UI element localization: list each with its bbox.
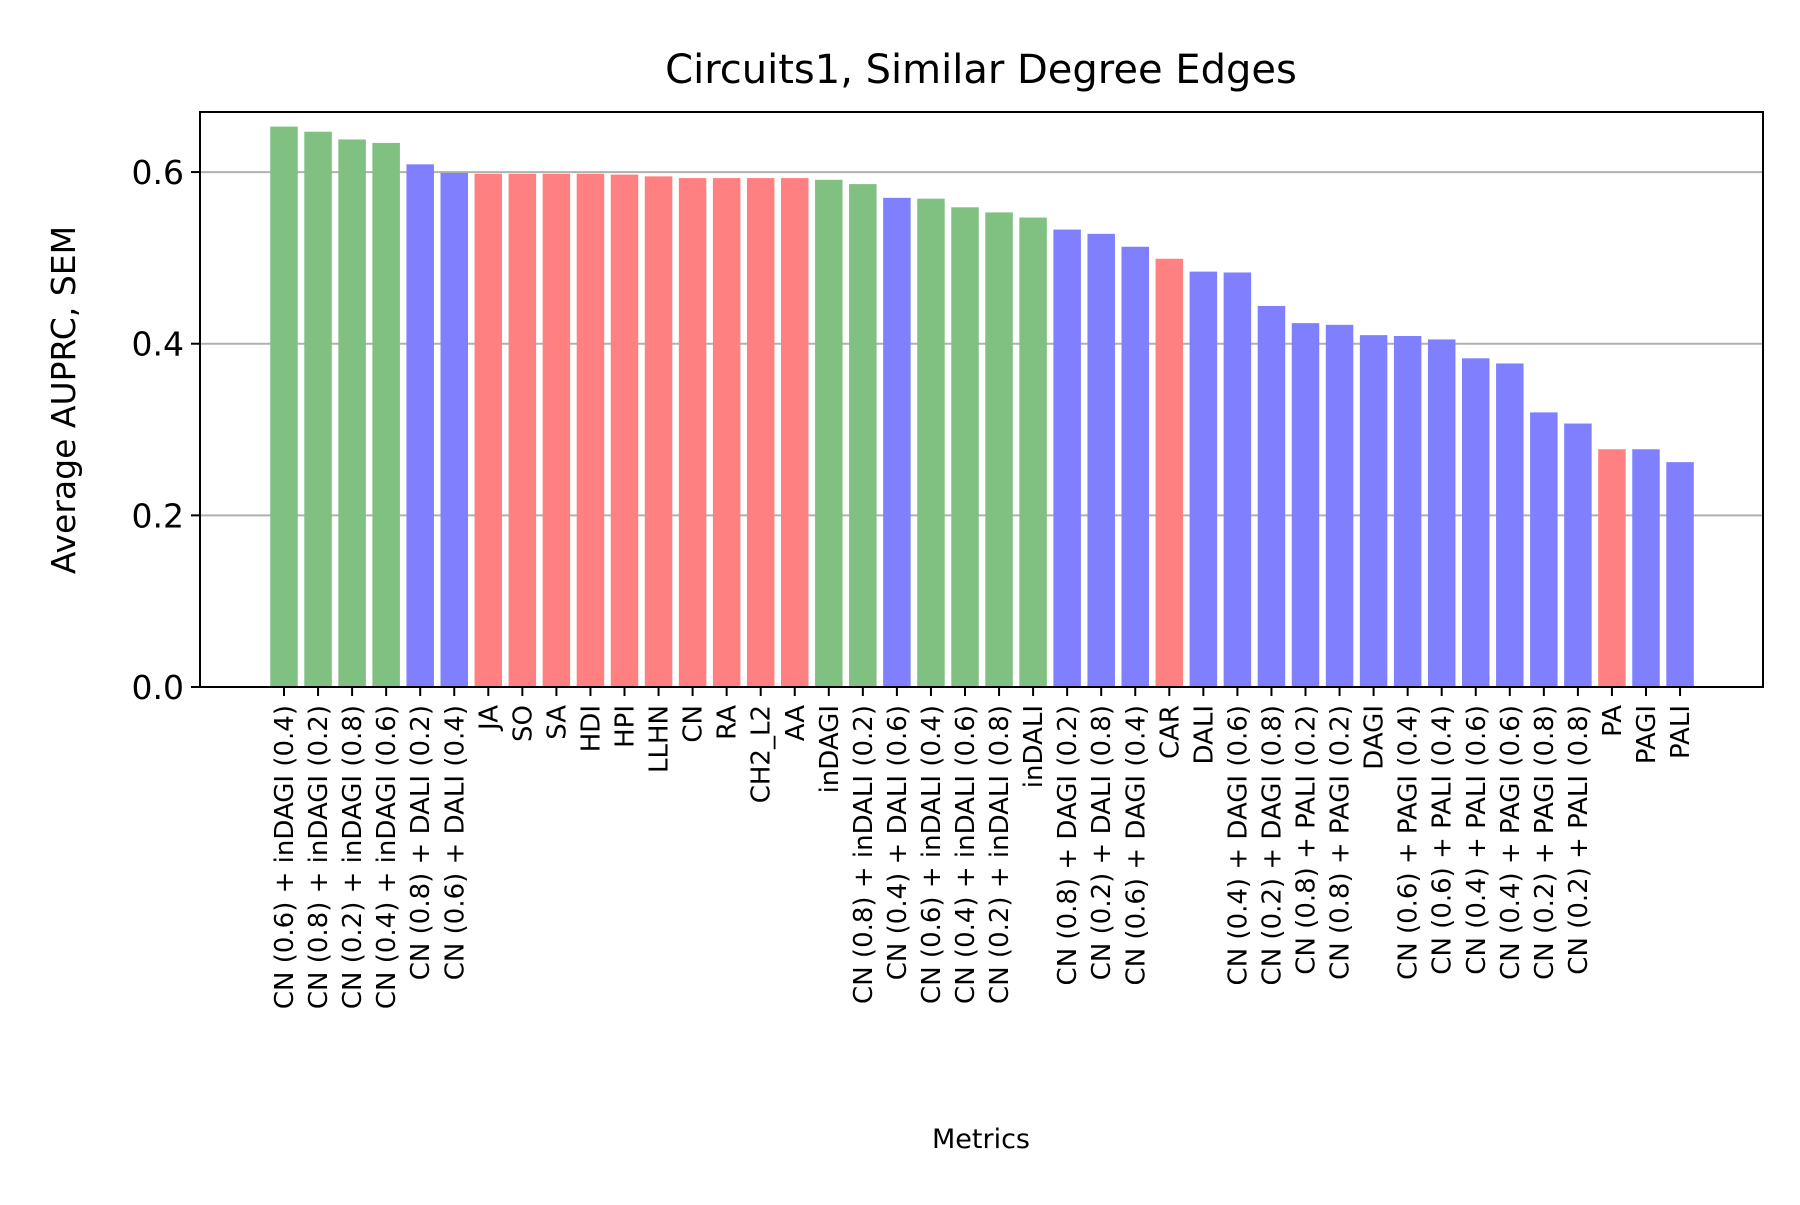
bars (270, 126, 1694, 688)
bar (1155, 258, 1184, 687)
bar (1257, 305, 1286, 687)
x-tick-label: CN (0.2) + inDAGI (0.8) (338, 705, 368, 1009)
x-axis-label: Metrics (932, 1124, 1030, 1155)
x-tick-label: CN (0.4) + inDALI (0.6) (951, 705, 981, 1004)
bar (1564, 423, 1592, 687)
bar (951, 207, 979, 687)
x-tick-label: SO (508, 705, 538, 742)
bar (883, 197, 911, 687)
x-tick-label: CN (0.2) + DAGI (0.8) (1257, 705, 1287, 985)
bar (1087, 233, 1115, 688)
x-tick-label: CN (0.2) + PALI (0.8) (1564, 705, 1594, 975)
y-axis-label: Average AUPRC, SEM (44, 226, 83, 574)
x-tick-label: CN (0.6) + inDAGI (0.4) (270, 705, 300, 1009)
bar (406, 164, 434, 687)
bar (1223, 272, 1252, 687)
x-tick-label: CN (0.4) + DALI (0.6) (883, 705, 913, 980)
x-tick-label: CN (0.6) + DALI (0.4) (440, 705, 470, 980)
x-tick-label: PA (1598, 705, 1628, 737)
x-tick-label: CN (0.8) + PALI (0.2) (1292, 705, 1322, 975)
x-tick-label: inDAGI (815, 705, 845, 793)
x-tick-label: SA (542, 705, 572, 740)
bar (815, 179, 843, 687)
y-tick-label: 0.4 (132, 325, 184, 364)
x-tick-label: CN (0.8) + inDALI (0.2) (849, 705, 879, 1004)
bar (304, 131, 332, 688)
bar (270, 126, 298, 688)
bar (338, 139, 366, 687)
bar (474, 173, 503, 688)
x-tick-label: CN (679, 705, 709, 743)
bar (1632, 449, 1660, 687)
x-tick-label: PAGI (1632, 705, 1662, 764)
x-tick-label: CN (0.4) + PAGI (0.6) (1496, 705, 1526, 980)
x-tick-label: CN (0.6) + PALI (0.4) (1428, 705, 1458, 975)
x-tick-label: CN (0.6) + PAGI (0.4) (1394, 705, 1424, 980)
bar (849, 184, 877, 688)
bar (1666, 462, 1694, 687)
plot-frame (199, 111, 1764, 688)
bar (372, 142, 400, 688)
x-tick-label: DAGI (1360, 705, 1390, 770)
bar (1530, 412, 1558, 687)
x-tick-label: inDALI (1019, 705, 1049, 788)
bar (644, 176, 673, 688)
bar (1019, 217, 1047, 688)
x-tick-label: CN (0.4) + DAGI (0.6) (1223, 705, 1253, 985)
x-tick-label: CN (0.8) + DALI (0.2) (406, 705, 436, 980)
x-tick-label: CN (0.2) + DALI (0.8) (1087, 705, 1117, 980)
x-tick-label: CN (0.6) + DAGI (0.4) (1121, 705, 1151, 985)
x-tick-label: CN (0.4) + inDAGI (0.6) (372, 705, 402, 1009)
bar (1291, 323, 1320, 687)
x-tick-label: CH2_L2 (747, 705, 777, 803)
x-tick-label: HDI (576, 705, 606, 752)
x-tick-label: CN (0.2) + PAGI (0.8) (1530, 705, 1560, 980)
bar (678, 178, 707, 687)
x-tick-label: CAR (1155, 705, 1185, 759)
y-tick-label: 0.0 (132, 668, 184, 707)
bar (746, 178, 775, 687)
bar (1121, 246, 1149, 687)
x-tick-label: HPI (611, 705, 641, 748)
bar (985, 212, 1013, 687)
x-tick-label: CN (0.6) + inDALI (0.4) (917, 705, 947, 1004)
y-tick-label: 0.6 (132, 153, 184, 192)
bar (781, 178, 809, 687)
bar (1359, 335, 1388, 687)
x-tick-label: RA (713, 705, 743, 740)
x-tick-label: CN (0.8) + DAGI (0.2) (1053, 705, 1083, 985)
bar (576, 173, 605, 688)
bar (542, 173, 571, 688)
x-tick-label: JA (474, 705, 504, 732)
bar (712, 178, 741, 687)
x-tick-label: CN (0.8) + inDAGI (0.2) (304, 705, 334, 1009)
x-tick-label: CN (0.4) + PALI (0.6) (1462, 705, 1492, 975)
chart-title: Circuits1, Similar Degree Edges (665, 47, 1297, 93)
x-tick-label: CN (0.8) + PAGI (0.2) (1326, 705, 1356, 980)
bar (1325, 324, 1354, 687)
bar (917, 198, 945, 687)
bar (508, 173, 537, 688)
x-axis-ticks: CN (0.6) + inDAGI (0.4) CN (0.8) + inDAGI… (270, 687, 1696, 1009)
bar (1462, 358, 1490, 687)
bar (1053, 229, 1081, 687)
x-tick-label: LLHN (645, 705, 675, 773)
y-axis-ticks: 0.0 0.2 0.4 0.6 (132, 153, 200, 707)
grid-lines (200, 171, 1763, 517)
bar (1189, 271, 1218, 687)
bar (1496, 363, 1524, 687)
bar (440, 172, 468, 687)
x-tick-label: AA (781, 705, 811, 742)
bar (1393, 335, 1422, 687)
bar (1427, 339, 1456, 687)
y-tick-label: 0.2 (132, 496, 184, 535)
x-tick-label: PALI (1666, 705, 1696, 759)
x-tick-label: CN (0.2) + inDALI (0.8) (985, 705, 1015, 1004)
bar (610, 174, 639, 688)
x-tick-label: DALI (1189, 705, 1219, 765)
bar (1598, 449, 1626, 687)
